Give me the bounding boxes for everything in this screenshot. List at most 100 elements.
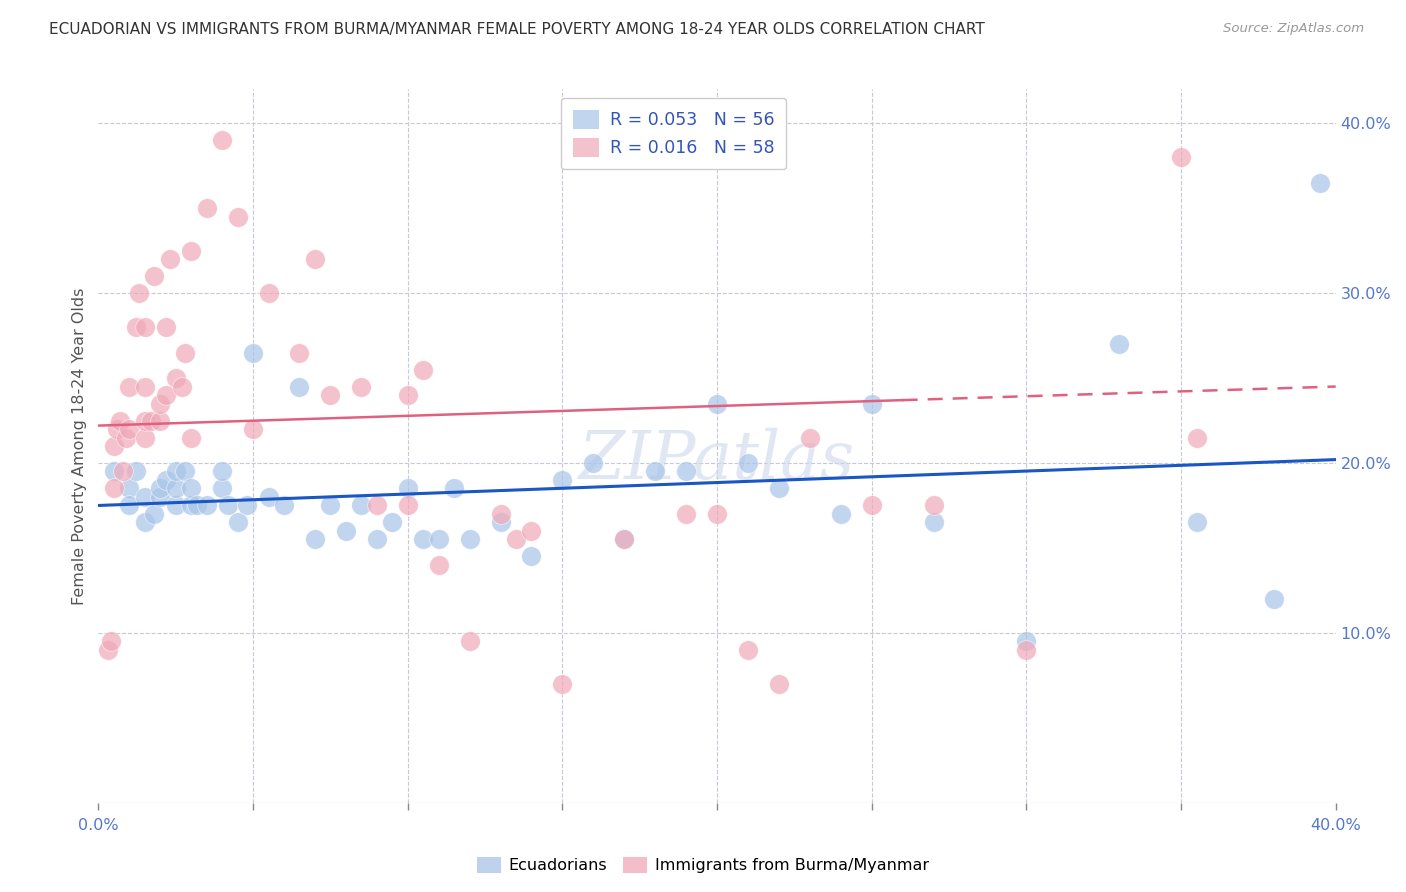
Point (675, 507, 697, 521)
Point (155, 388, 177, 402)
Y-axis label: Female Poverty Among 18-24 Year Olds: Female Poverty Among 18-24 Year Olds (72, 287, 87, 605)
Point (149, 482, 172, 496)
Point (217, 499, 239, 513)
Point (427, 558, 450, 572)
Point (257, 286, 280, 301)
Point (396, 499, 419, 513)
Point (103, 465, 125, 479)
Point (443, 482, 465, 496)
Point (211, 465, 233, 479)
Point (350, 379, 373, 393)
Point (1015, 634, 1038, 648)
Point (1108, 337, 1130, 351)
Point (149, 413, 172, 427)
Point (226, 210, 249, 224)
Point (165, 465, 187, 479)
Point (288, 345, 311, 359)
Point (155, 320, 177, 334)
Point (613, 533, 636, 547)
Point (396, 388, 419, 402)
Point (768, 677, 790, 691)
Point (186, 499, 208, 513)
Point (180, 430, 202, 444)
Point (412, 533, 434, 547)
Point (124, 465, 146, 479)
Point (412, 362, 434, 376)
Point (149, 490, 172, 504)
Point (799, 430, 821, 444)
Point (706, 507, 728, 521)
Point (396, 482, 419, 496)
Point (143, 507, 166, 521)
Point (165, 482, 187, 496)
Point (768, 482, 790, 496)
Point (644, 465, 666, 479)
Point (211, 133, 233, 147)
Point (174, 345, 197, 359)
Point (170, 379, 193, 393)
Point (139, 413, 162, 427)
Point (165, 371, 187, 385)
Point (195, 499, 218, 513)
Point (118, 499, 141, 513)
Legend: R = 0.053   N = 56, R = 0.016   N = 58: R = 0.053 N = 56, R = 0.016 N = 58 (561, 98, 786, 169)
Point (103, 439, 125, 453)
Point (366, 533, 388, 547)
Legend: Ecuadorians, Immigrants from Burma/Myanmar: Ecuadorians, Immigrants from Burma/Myanm… (470, 850, 936, 880)
Point (1185, 516, 1208, 530)
Point (159, 252, 181, 266)
Point (165, 499, 187, 513)
Point (288, 379, 311, 393)
Point (211, 482, 233, 496)
Point (100, 634, 122, 648)
Point (242, 345, 264, 359)
Point (1170, 150, 1192, 164)
Point (505, 533, 527, 547)
Point (143, 269, 166, 284)
Text: ZIPatlas: ZIPatlas (579, 427, 855, 493)
Point (922, 499, 945, 513)
Point (458, 533, 481, 547)
Point (134, 490, 156, 504)
Point (108, 413, 131, 427)
Point (582, 456, 605, 470)
Point (195, 201, 218, 215)
Point (304, 533, 326, 547)
Point (257, 490, 280, 504)
Point (180, 482, 202, 496)
Point (149, 396, 172, 410)
Point (350, 499, 373, 513)
Point (1263, 591, 1285, 606)
Point (97, 643, 120, 657)
Point (180, 244, 202, 258)
Point (520, 549, 543, 564)
Point (242, 422, 264, 436)
Point (319, 388, 342, 402)
Point (551, 677, 574, 691)
Point (860, 396, 883, 410)
Point (737, 643, 759, 657)
Point (128, 286, 150, 301)
Point (134, 413, 156, 427)
Point (174, 465, 197, 479)
Point (124, 320, 146, 334)
Point (226, 516, 249, 530)
Point (489, 516, 512, 530)
Point (1309, 176, 1331, 190)
Point (860, 499, 883, 513)
Point (830, 507, 852, 521)
Point (458, 634, 481, 648)
Point (155, 473, 177, 487)
Point (118, 422, 141, 436)
Point (706, 396, 728, 410)
Point (105, 422, 128, 436)
Point (118, 482, 141, 496)
Point (118, 379, 141, 393)
Point (613, 533, 636, 547)
Text: Source: ZipAtlas.com: Source: ZipAtlas.com (1223, 22, 1364, 36)
Point (180, 499, 202, 513)
Point (103, 482, 125, 496)
Point (520, 524, 543, 538)
Point (381, 516, 404, 530)
Point (675, 465, 697, 479)
